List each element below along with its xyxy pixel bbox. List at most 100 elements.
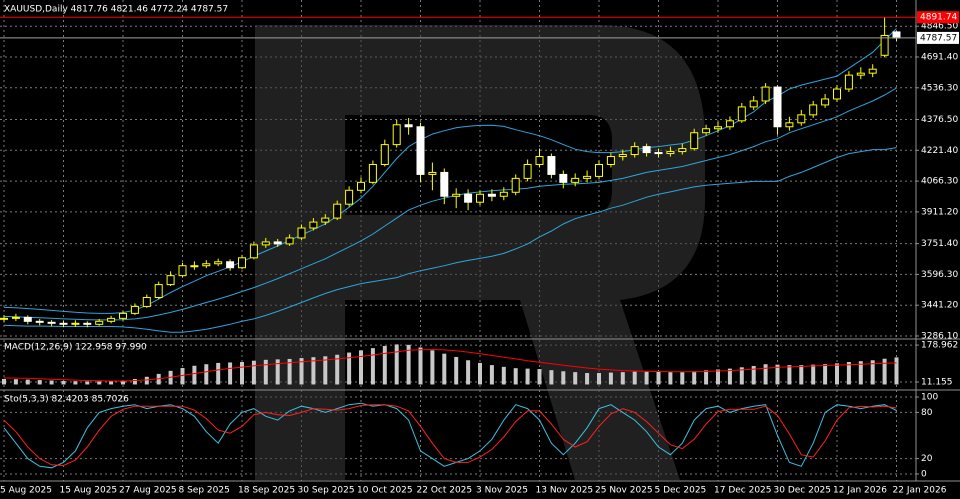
x-tick-label: 22 Jan 2026 [893, 486, 947, 496]
candle-body [821, 98, 830, 106]
macd-bar [585, 373, 590, 385]
macd-bar [204, 364, 209, 385]
stochastic-signal-line [3, 404, 897, 467]
macd-bar [727, 368, 732, 385]
x-tick-label: 25 Nov 2025 [595, 486, 653, 496]
macd-bar [454, 356, 459, 385]
candle-body [440, 171, 449, 197]
candle-body [464, 193, 473, 203]
candle-body [368, 163, 377, 183]
macd-bar [406, 344, 411, 385]
x-tick-label: 13 Nov 2025 [536, 486, 594, 496]
candle-body [559, 173, 568, 183]
candle-body [428, 171, 437, 175]
y-tick-label: 80 [921, 408, 933, 418]
macd-bar [894, 357, 899, 385]
candle-body [154, 284, 163, 298]
macd-bar [466, 360, 471, 385]
candle-body [476, 193, 484, 203]
candle-body [23, 316, 32, 322]
y-tick-label: 3596.30 [921, 270, 958, 280]
macd-bar [573, 372, 578, 385]
candle-body [892, 31, 901, 39]
macd-bar [85, 381, 90, 385]
stochastic-main-line [3, 402, 897, 469]
candle-body [333, 203, 342, 219]
band-line-lower [3, 147, 897, 333]
candle-body [606, 156, 615, 165]
x-tick-label: 8 Sep 2025 [179, 486, 230, 496]
macd-title: MACD(12,26,9) 122.958 97.990 [4, 343, 147, 353]
candle-body [71, 322, 80, 325]
y-tick-label: 100 [921, 393, 938, 403]
candle-body [190, 265, 199, 268]
candle-body [404, 124, 413, 128]
x-tick-label: 15 Aug 2025 [60, 486, 118, 496]
candle-body [380, 144, 389, 165]
macd-bar [811, 364, 816, 385]
candle-body [833, 88, 841, 100]
macd-bar [620, 372, 625, 385]
candle-body [83, 322, 92, 325]
x-tick-label: 17 Dec 2025 [714, 486, 772, 496]
y-tick-label: 3441.20 [921, 301, 958, 311]
candle-body [178, 265, 187, 277]
macd-bar [739, 367, 744, 385]
candle-body [202, 263, 211, 267]
y-tick-label: 178.962 [921, 341, 958, 351]
candle-body [880, 34, 889, 56]
stochastic-title: Sto(5,3,3) 82.4203 85.7026 [4, 395, 129, 405]
candle-body [761, 86, 770, 102]
band-line-upper [3, 28, 897, 314]
macd-signal-line [3, 348, 897, 382]
macd-bar [61, 380, 66, 385]
macd-bar [501, 366, 506, 385]
macd-bar [525, 368, 530, 385]
macd-bar [597, 373, 601, 385]
candle-body [119, 312, 127, 319]
y-tick-label: 4536.30 [921, 83, 958, 93]
candle-body [547, 156, 556, 175]
y-tick-label: 3286.10 [921, 331, 958, 341]
y-tick-label: 20 [921, 454, 933, 464]
price-label: 4787.57 [920, 33, 957, 43]
macd-bar [870, 360, 875, 385]
price-label: 4891.74 [920, 13, 957, 23]
watermark-logo [255, 25, 705, 480]
macd-bar [311, 357, 316, 385]
macd-bar [513, 368, 518, 385]
macd-bar [287, 358, 292, 385]
candle-body [725, 120, 734, 128]
macd-bar [704, 370, 709, 385]
x-tick-label: 30 Dec 2025 [774, 486, 832, 496]
candle-body [678, 148, 687, 153]
y-tick-label: 4691.40 [921, 52, 958, 62]
candle-body [130, 305, 139, 314]
candle-body [571, 177, 580, 183]
y-tick-label: 0 [921, 469, 927, 479]
y-tick-label: 3911.20 [921, 207, 958, 217]
macd-bar [263, 359, 268, 385]
macd-bar [846, 362, 851, 385]
macd-bar [835, 363, 839, 385]
candle-body [785, 122, 794, 128]
y-tick-label: 11.155 [921, 378, 953, 388]
macd-bar [632, 371, 637, 385]
band-line-middle [3, 87, 897, 321]
macd-bar [489, 365, 494, 385]
candle-body [95, 320, 104, 325]
macd-bar [478, 362, 482, 385]
macd-bar [561, 371, 566, 385]
candle-body [285, 237, 294, 245]
macd-bar [668, 372, 673, 385]
macd-bar [347, 352, 352, 385]
macd-bar [680, 372, 685, 385]
candle-body [107, 317, 116, 322]
macd-bar [763, 364, 768, 385]
macd-bar [109, 381, 114, 385]
candle-body [583, 175, 592, 179]
candle-body [59, 322, 68, 325]
macd-bar [775, 364, 780, 385]
candle-body [797, 114, 806, 124]
plot-area [0, 16, 916, 469]
